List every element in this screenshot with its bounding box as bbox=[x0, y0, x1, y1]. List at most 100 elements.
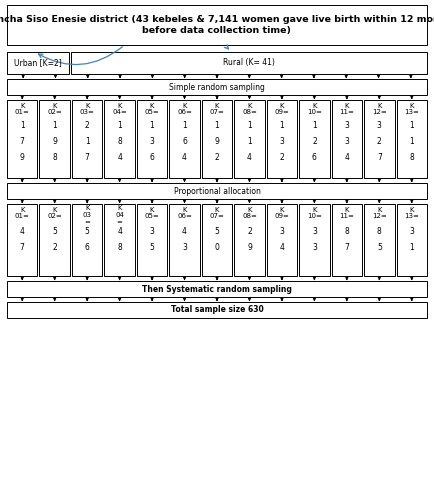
Text: 5: 5 bbox=[214, 228, 220, 236]
Text: 1: 1 bbox=[312, 122, 317, 130]
Text: K
09=: K 09= bbox=[274, 206, 289, 220]
Text: 1: 1 bbox=[215, 122, 219, 130]
Text: 3: 3 bbox=[377, 122, 382, 130]
Text: 9: 9 bbox=[52, 138, 57, 146]
Bar bbox=[72, 100, 102, 178]
Text: Then Systematic random sampling: Then Systematic random sampling bbox=[142, 284, 292, 294]
Text: 4: 4 bbox=[247, 154, 252, 162]
Text: 5: 5 bbox=[377, 244, 382, 252]
Bar bbox=[7, 183, 427, 199]
Bar bbox=[397, 100, 427, 178]
Text: Simple random sampling: Simple random sampling bbox=[169, 82, 265, 92]
Bar bbox=[137, 100, 168, 178]
Bar bbox=[7, 79, 427, 95]
Text: 8: 8 bbox=[345, 228, 349, 236]
Text: 3: 3 bbox=[150, 138, 155, 146]
Bar bbox=[266, 204, 297, 276]
Bar bbox=[299, 100, 329, 178]
Text: K
01=: K 01= bbox=[15, 102, 30, 116]
Text: 3: 3 bbox=[312, 228, 317, 236]
Text: 3: 3 bbox=[345, 138, 349, 146]
Text: K
12=: K 12= bbox=[372, 206, 387, 220]
Bar bbox=[7, 52, 69, 74]
Text: 5: 5 bbox=[85, 228, 89, 236]
Text: 7: 7 bbox=[377, 154, 382, 162]
Text: K
10=: K 10= bbox=[307, 102, 322, 116]
Text: 4: 4 bbox=[117, 154, 122, 162]
Text: 6: 6 bbox=[312, 154, 317, 162]
Text: 1: 1 bbox=[247, 138, 252, 146]
Text: Total sample size 630: Total sample size 630 bbox=[171, 306, 263, 314]
Bar bbox=[364, 204, 395, 276]
Text: K
05=: K 05= bbox=[145, 206, 159, 220]
Text: K
11=: K 11= bbox=[339, 206, 354, 220]
Text: 7: 7 bbox=[345, 244, 349, 252]
Text: K
11=: K 11= bbox=[339, 102, 354, 116]
Text: 4: 4 bbox=[345, 154, 349, 162]
Text: 2: 2 bbox=[53, 244, 57, 252]
Text: 3: 3 bbox=[150, 228, 155, 236]
Bar bbox=[332, 100, 362, 178]
Text: 1: 1 bbox=[53, 122, 57, 130]
Bar bbox=[71, 52, 427, 74]
Text: 6: 6 bbox=[182, 138, 187, 146]
Text: 3: 3 bbox=[279, 138, 284, 146]
Text: 1: 1 bbox=[182, 122, 187, 130]
Text: K
10=: K 10= bbox=[307, 206, 322, 220]
Text: 1: 1 bbox=[247, 122, 252, 130]
Text: K
06=: K 06= bbox=[177, 206, 192, 220]
Text: 5: 5 bbox=[52, 228, 57, 236]
Text: K
08=: K 08= bbox=[242, 206, 257, 220]
Text: 2: 2 bbox=[377, 138, 381, 146]
Text: 8: 8 bbox=[117, 138, 122, 146]
Text: K
02=: K 02= bbox=[47, 206, 62, 220]
Text: K
03
=: K 03 = bbox=[82, 205, 92, 225]
Bar bbox=[137, 204, 168, 276]
Text: 2: 2 bbox=[215, 154, 219, 162]
Text: 4: 4 bbox=[182, 228, 187, 236]
Bar bbox=[105, 204, 135, 276]
Text: K
04
=: K 04 = bbox=[115, 205, 124, 225]
Text: K
01=: K 01= bbox=[15, 206, 30, 220]
Bar bbox=[72, 204, 102, 276]
Bar bbox=[169, 100, 200, 178]
Bar bbox=[266, 100, 297, 178]
Text: K
07=: K 07= bbox=[210, 206, 224, 220]
Text: Urban [K=2]: Urban [K=2] bbox=[14, 58, 62, 68]
Text: 5: 5 bbox=[150, 244, 155, 252]
Bar bbox=[202, 204, 232, 276]
Text: 7: 7 bbox=[20, 244, 25, 252]
Text: 4: 4 bbox=[20, 228, 25, 236]
Bar bbox=[169, 204, 200, 276]
Text: 6: 6 bbox=[150, 154, 155, 162]
Bar bbox=[7, 5, 427, 45]
Text: 1: 1 bbox=[409, 138, 414, 146]
Text: 2: 2 bbox=[312, 138, 317, 146]
Text: 1: 1 bbox=[279, 122, 284, 130]
Text: K
07=: K 07= bbox=[210, 102, 224, 116]
Text: K
04=: K 04= bbox=[112, 102, 127, 116]
Bar bbox=[7, 281, 427, 297]
Text: 3: 3 bbox=[345, 122, 349, 130]
Text: K
12=: K 12= bbox=[372, 102, 387, 116]
Text: Proportional allocation: Proportional allocation bbox=[174, 186, 260, 196]
Bar bbox=[234, 204, 265, 276]
Text: 1: 1 bbox=[409, 122, 414, 130]
Text: 2: 2 bbox=[279, 154, 284, 162]
Text: K
09=: K 09= bbox=[274, 102, 289, 116]
Text: 7: 7 bbox=[85, 154, 89, 162]
Bar bbox=[39, 100, 70, 178]
Text: 9: 9 bbox=[20, 154, 25, 162]
Text: 8: 8 bbox=[377, 228, 381, 236]
Text: 1: 1 bbox=[20, 122, 25, 130]
Text: 1: 1 bbox=[150, 122, 155, 130]
Text: 8: 8 bbox=[53, 154, 57, 162]
Text: Goncha Siso Enesie district (43 kebeles & 7,141 women gave live birth within 12 : Goncha Siso Enesie district (43 kebeles … bbox=[0, 16, 434, 34]
Text: 3: 3 bbox=[312, 244, 317, 252]
Text: K
02=: K 02= bbox=[47, 102, 62, 116]
Text: 4: 4 bbox=[279, 244, 284, 252]
Text: 2: 2 bbox=[247, 228, 252, 236]
Text: 1: 1 bbox=[409, 244, 414, 252]
Text: 7: 7 bbox=[20, 138, 25, 146]
Text: K
05=: K 05= bbox=[145, 102, 159, 116]
